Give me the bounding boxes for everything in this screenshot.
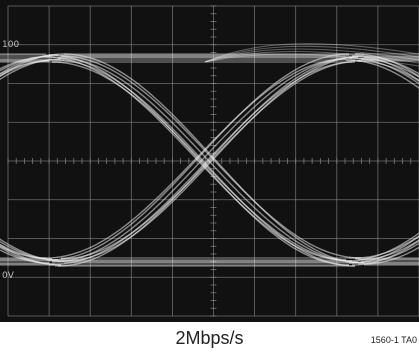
eye-trace	[204, 48, 419, 63]
eye-trace	[60, 55, 362, 259]
bottom-level-marker: 0V	[2, 271, 14, 281]
eye-trace	[357, 239, 419, 261]
eye-trace	[0, 58, 62, 81]
eye-trace	[48, 54, 350, 266]
eye-trace	[0, 238, 65, 262]
eye-trace	[348, 57, 419, 85]
graticule	[7, 5, 419, 317]
eye-trace	[351, 239, 419, 266]
eye-trace	[0, 55, 53, 72]
eye-trace	[354, 53, 419, 77]
eye-trace	[48, 53, 350, 261]
eye-trace	[51, 57, 353, 263]
eye-trace	[57, 56, 359, 267]
eye-trace	[60, 60, 362, 260]
eye-trace	[360, 58, 419, 78]
eye-trace	[0, 244, 62, 266]
oscilloscope-screen: 100 0V	[0, 0, 419, 322]
eye-trace	[0, 246, 56, 265]
eye-trace	[354, 235, 419, 259]
eye-trace	[63, 53, 365, 264]
eye-trace	[0, 53, 65, 77]
eye-trace	[204, 51, 419, 64]
data-rate-caption: 2Mbps/s	[175, 328, 244, 348]
top-level-marker: 100	[2, 40, 20, 50]
eye-trace	[57, 57, 359, 263]
eye-trace	[204, 45, 419, 63]
eye-trace	[345, 232, 419, 262]
eye-trace	[363, 56, 419, 75]
eye-trace	[357, 60, 419, 82]
eye-trace	[0, 54, 59, 75]
figure-id: 1560-1 TA0	[370, 335, 417, 345]
eye-trace	[0, 245, 47, 259]
eye-trace	[0, 59, 56, 78]
eye-trace	[0, 56, 47, 70]
eye-trace	[204, 53, 419, 67]
eye-trace	[0, 240, 59, 261]
eye-trace	[54, 61, 356, 265]
eye-trace	[204, 43, 419, 63]
eye-trace	[360, 242, 419, 263]
eye-traces	[0, 43, 419, 267]
eye-trace	[348, 235, 419, 264]
eye-trace	[363, 246, 419, 265]
eye-trace	[45, 58, 347, 259]
eye-trace	[51, 61, 353, 262]
eye-trace	[345, 59, 419, 89]
eye-trace	[351, 55, 419, 82]
eye-diagram	[0, 5, 419, 317]
